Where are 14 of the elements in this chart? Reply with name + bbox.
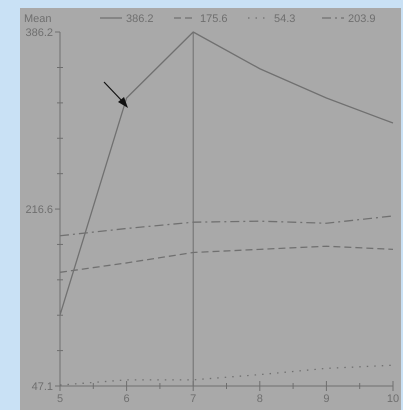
legend-label: 203.9: [348, 13, 376, 25]
y-tick-label: 47.1: [32, 380, 53, 393]
y-tick-label: 216.6: [25, 204, 53, 216]
x-tick-label: 10: [386, 393, 400, 405]
x-tick-label: 6: [124, 393, 130, 405]
x-tick-label: 7: [190, 393, 196, 405]
x-tick-label: 5: [56, 393, 64, 405]
legend-label: 54.3: [274, 13, 296, 25]
legend-title: Mean: [24, 13, 52, 25]
y-tick-label: 386.2: [25, 26, 53, 39]
legend-label: 386.2: [126, 13, 154, 25]
legend-label: 175.6: [200, 13, 228, 25]
x-tick-label: 9: [323, 393, 330, 405]
x-tick-label: 8: [256, 393, 263, 405]
